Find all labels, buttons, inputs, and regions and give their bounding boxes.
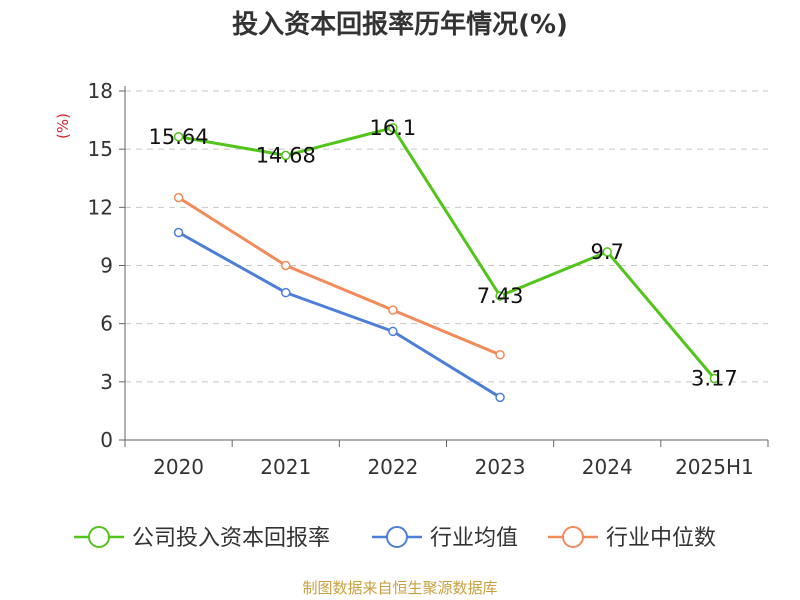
legend-label: 行业中位数 (606, 526, 716, 551)
legend-item: 公司投入资本回报率 (74, 526, 330, 551)
x-tick-label: 2021 (260, 455, 311, 479)
series-2 (173, 192, 505, 360)
x-tick-label: 2025H1 (675, 455, 754, 479)
y-tick-label: 18 (88, 79, 113, 103)
data-label: 14.68 (256, 143, 316, 167)
data-point (495, 291, 505, 301)
legend: 公司投入资本回报率 行业均值 行业中位数 (74, 526, 716, 551)
legend-marker (88, 526, 110, 548)
data-point (388, 123, 398, 133)
y-tick-label: 12 (88, 195, 113, 219)
source-note: 制图数据来自恒生聚源数据库 (302, 579, 498, 597)
data-point (388, 305, 398, 315)
data-label: 3.17 (691, 367, 738, 391)
data-label: 16.1 (370, 116, 417, 140)
series-line (178, 126, 716, 380)
legend-label: 公司投入资本回报率 (132, 526, 330, 551)
y-tick-label: 0 (100, 428, 113, 452)
data-point (495, 392, 505, 403)
axes: 0 3 6 9 12 15 18 2020 2021 2022 2023 2024 2025H1 (88, 79, 769, 479)
y-tick-label: 6 (100, 312, 113, 336)
chart-title: 投入资本回报率历年情况(%) (232, 10, 568, 40)
y-tick-label: 3 (100, 370, 113, 394)
data-point (281, 287, 291, 298)
y-tick-label: 15 (88, 137, 113, 161)
data-point (709, 373, 720, 384)
plot-area: 15.64 14.68 16.1 7.43 9.7 3.17 (149, 116, 738, 403)
grid-lines (125, 90, 768, 383)
data-point (602, 247, 612, 257)
legend-item: 行业中位数 (548, 526, 716, 551)
legend-item: 行业均值 (372, 526, 518, 551)
series-line (177, 196, 501, 357)
legend-marker (386, 526, 408, 548)
x-tick-label: 2020 (153, 455, 204, 479)
data-point (495, 349, 505, 360)
x-tick-label: 2023 (475, 455, 526, 479)
x-tick-label: 2022 (367, 455, 418, 479)
data-label: 7.43 (477, 284, 524, 308)
data-label: 15.64 (149, 125, 209, 149)
data-point (173, 192, 184, 203)
series-1 (173, 227, 505, 403)
legend-marker (562, 526, 584, 548)
data-point (281, 260, 291, 271)
x-tick-label: 2024 (582, 455, 633, 479)
data-point (173, 132, 184, 142)
data-point (173, 227, 184, 238)
y-axis-label: (%) (54, 113, 72, 139)
series-0: 15.64 14.68 16.1 7.43 9.7 3.17 (149, 116, 738, 391)
y-tick-label: 9 (100, 254, 113, 278)
series-line (177, 231, 501, 399)
legend-label: 行业均值 (430, 526, 518, 551)
data-point (281, 150, 291, 161)
data-point (388, 326, 398, 337)
data-label: 9.7 (591, 240, 624, 264)
